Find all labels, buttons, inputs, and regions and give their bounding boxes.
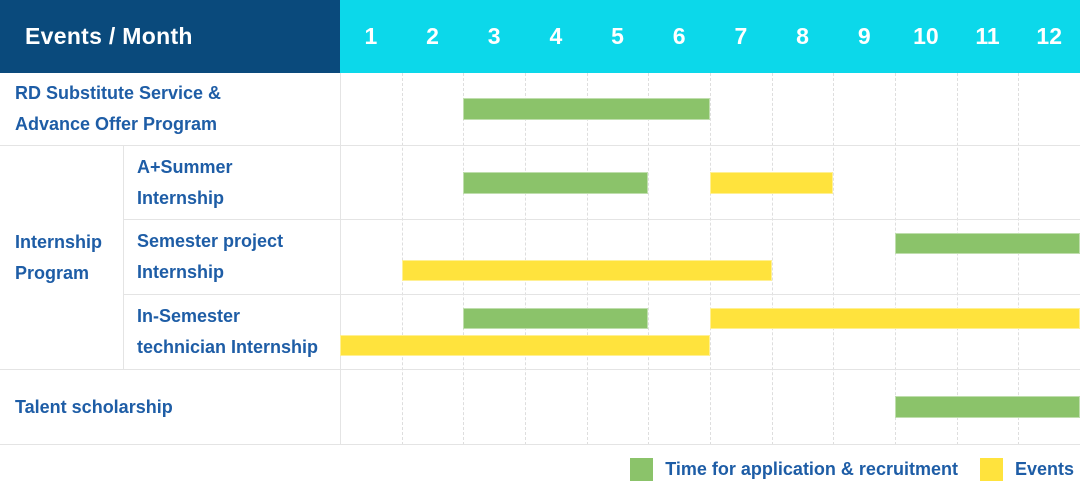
timeline-talent-scholarship [340,370,1080,445]
legend-label-events: Events [1014,459,1074,479]
bar-application [895,233,1080,254]
group-cell-internship-program: Internship Program [0,146,124,370]
month-label: 6 [672,23,686,49]
month-label: 9 [857,23,871,49]
month-label: 12 [1036,23,1063,49]
bar-event [401,260,772,281]
header-cell-events-month: Events / Month [0,0,340,73]
timeline-semester-project-internship [340,220,1080,295]
bar-event [710,308,1080,329]
legend-item-events: Events [979,458,1074,481]
month-label: 11 [975,23,1000,49]
legend-label-application: Time for application & recruitment [665,459,958,479]
row-label-semester-project-internship: Semester project Internship [124,220,340,295]
row-label-talent-scholarship: Talent scholarship [0,370,340,445]
month-label: 4 [549,23,563,49]
timeline-in-semester-technician-internship [340,295,1080,370]
month-header-row: 1 2 3 4 5 6 7 8 9 10 11 12 [340,0,1080,73]
header-title: Events / Month [25,23,193,49]
timeline-rd-substitute-service [340,73,1080,146]
bar-event [340,335,710,356]
bar-application [895,396,1080,418]
legend-swatch-events [979,458,1003,481]
legend-item-application: Time for application & recruitment [630,458,958,481]
table-header: Events / Month 1 2 3 4 5 6 7 8 9 10 11 12 [0,0,1080,73]
month-label: 10 [913,23,939,49]
gantt-body: RD Substitute Service & Advance Offer Pr… [0,73,1080,445]
row-label-rd-substitute-service: RD Substitute Service & Advance Offer Pr… [0,73,340,146]
timeline-a-summer-internship [340,146,1080,220]
month-label: 2 [426,23,439,49]
row-label-a-summer-internship: A+Summer Internship [124,146,340,220]
schedule-table: RD Substitute Service & Advance Offer Pr… [0,73,1080,445]
bar-application [463,98,710,120]
bar-application [463,308,649,329]
month-label: 1 [364,23,378,49]
row-label-in-semester-technician-internship: In-Semester technician Internship [124,295,340,370]
month-label: 8 [796,23,809,49]
legend-swatch-application [630,458,654,481]
month-label: 7 [734,23,748,49]
legend: Time for application & recruitment Event… [0,445,1080,494]
bar-event [710,171,834,194]
month-label: 3 [487,23,501,49]
month-label: 5 [611,23,624,49]
bar-application [463,171,649,194]
